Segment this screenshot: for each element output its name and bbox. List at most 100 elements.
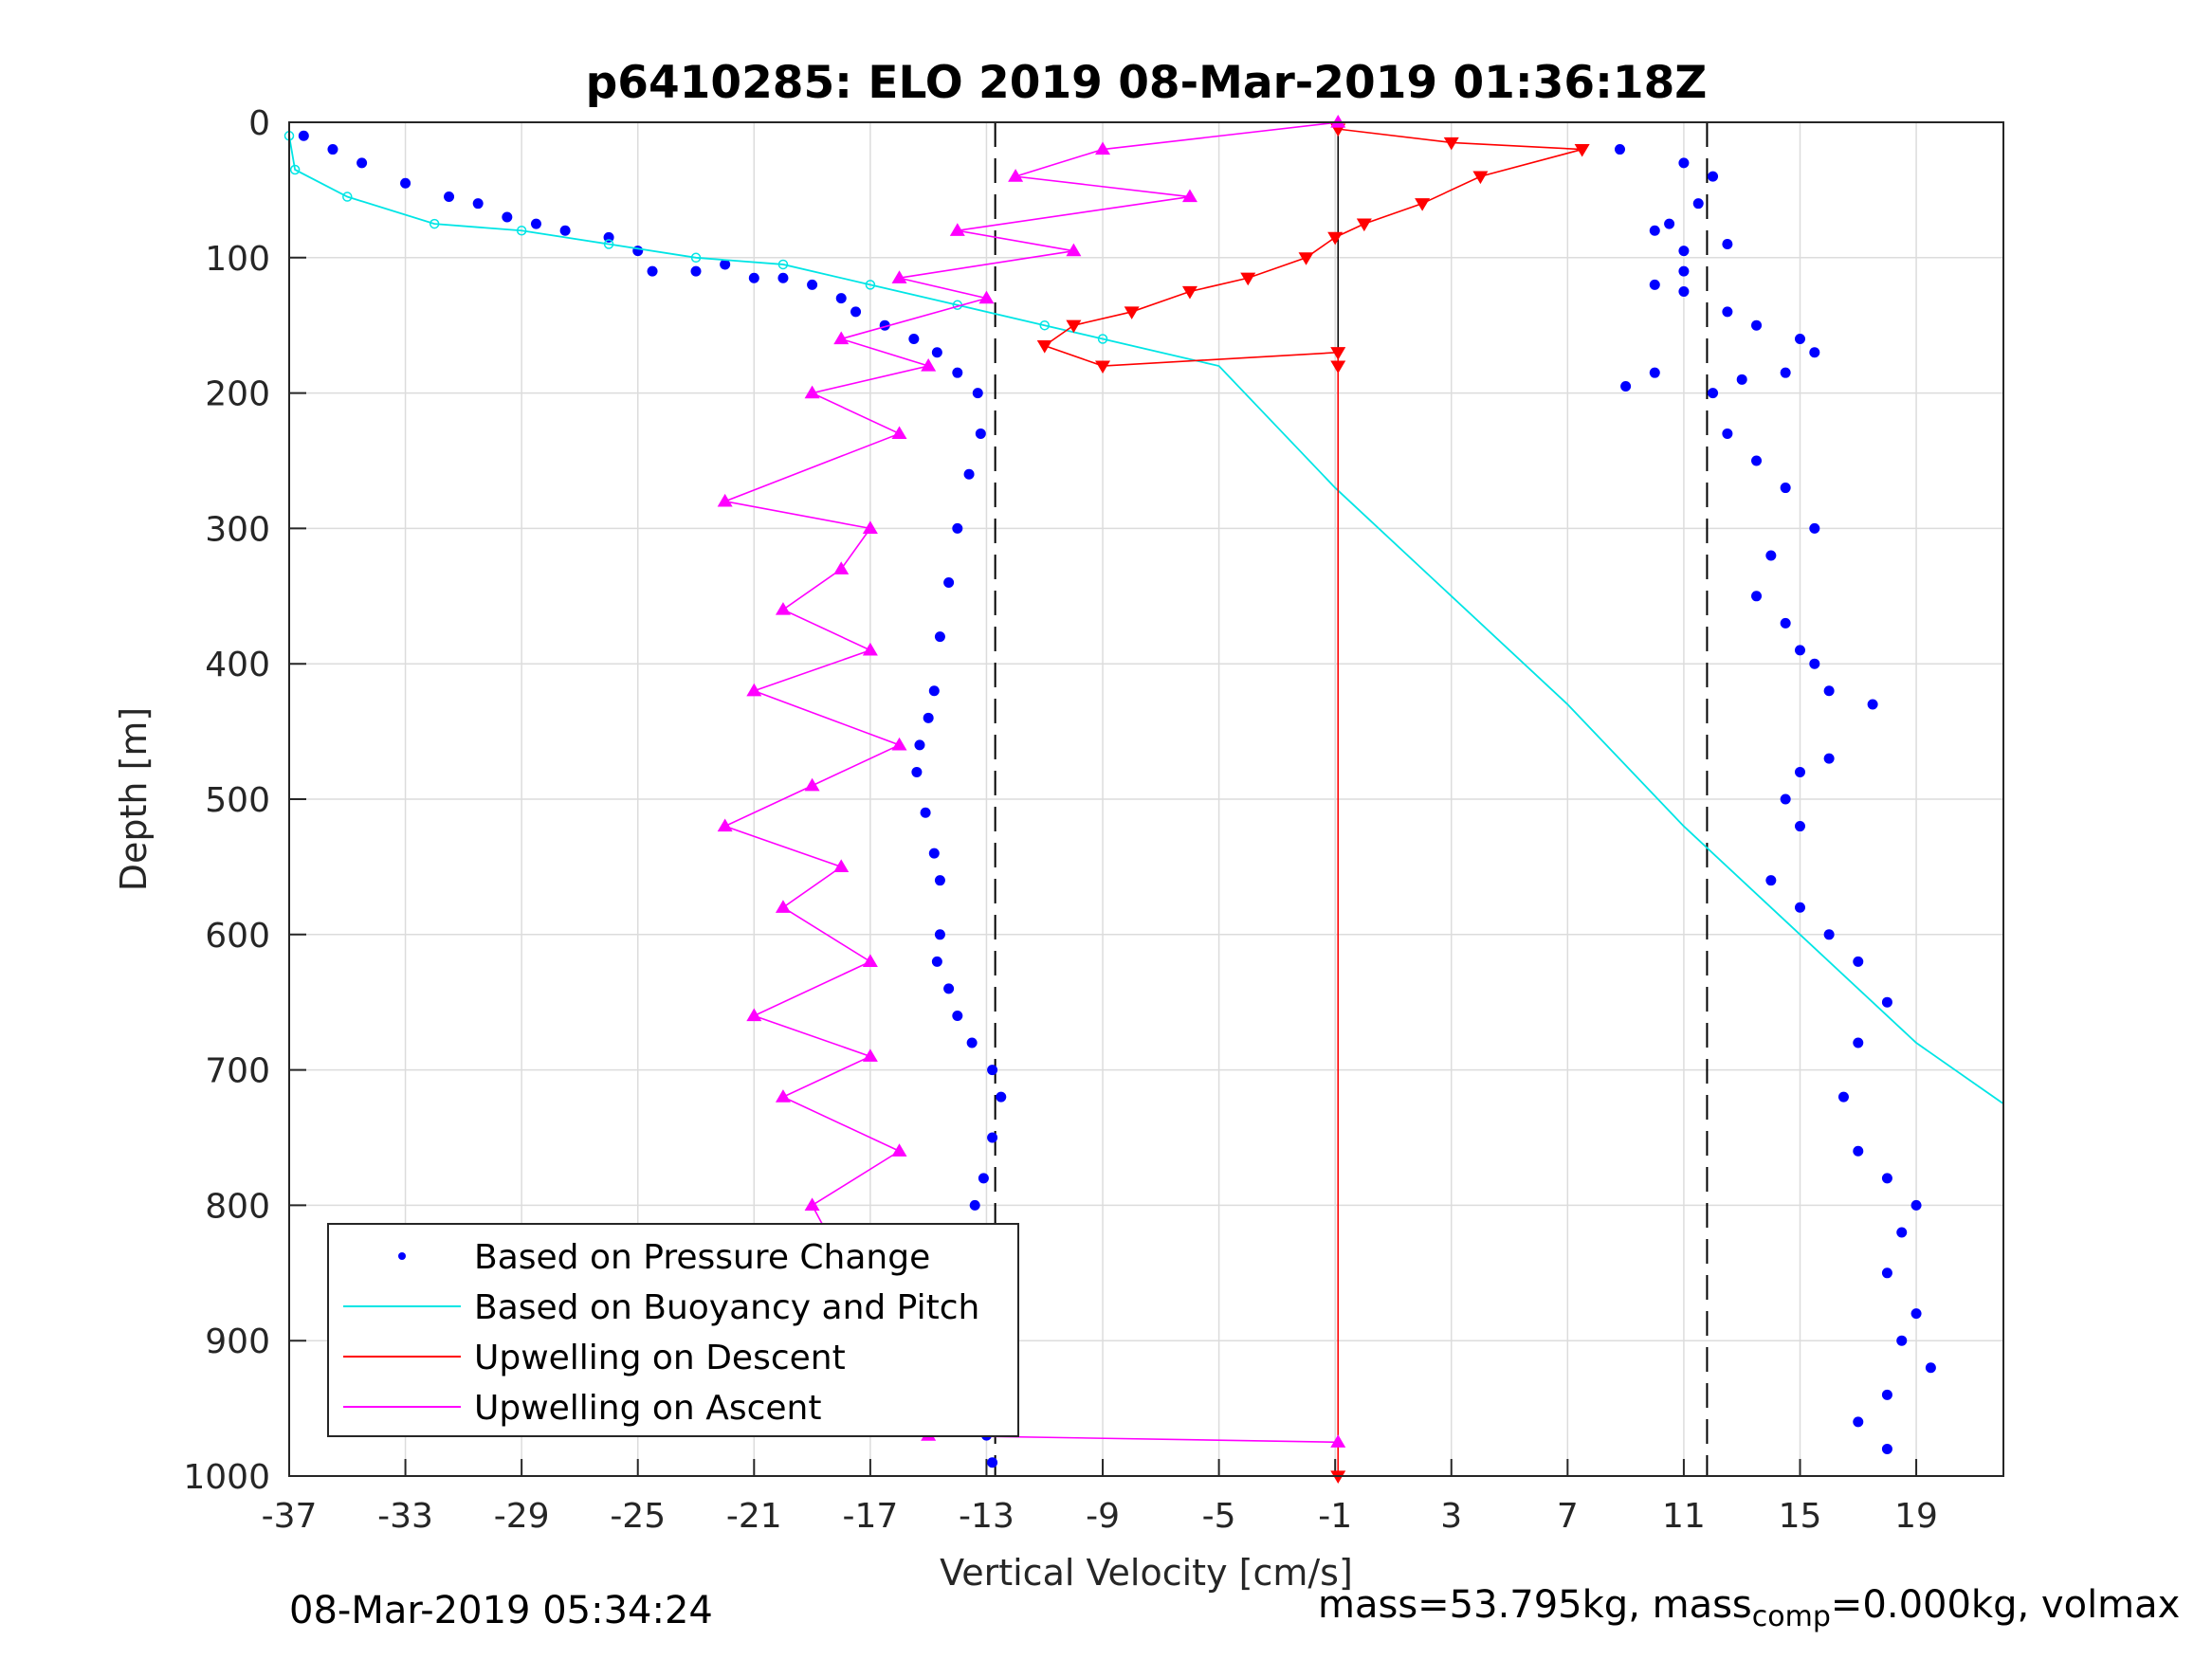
ascent-marker [862, 1048, 878, 1062]
pressure-point [1722, 239, 1733, 250]
pressure-point [559, 225, 571, 236]
pressure-point [943, 577, 955, 589]
pressure-point [1751, 455, 1763, 466]
y-axis-label: Depth [m] [113, 707, 155, 892]
pressure-point [978, 1173, 989, 1184]
pressure-point [934, 631, 945, 643]
buoyancy-point [1039, 319, 1050, 331]
footer-mass-sub: comp [1751, 1600, 1831, 1633]
pressure-point [975, 428, 986, 439]
pressure-point [1678, 265, 1690, 277]
pressure-point [472, 198, 484, 210]
pressure-point [911, 766, 923, 777]
descent-marker [1330, 360, 1346, 374]
pressure-point [1925, 1362, 1936, 1374]
pressure-point [987, 1065, 998, 1076]
pressure-point [1678, 246, 1690, 257]
ascent-marker [775, 602, 791, 615]
legend-label: Upwelling on Descent [474, 1339, 846, 1377]
pressure-point [1853, 1037, 1864, 1048]
pressure-point [530, 218, 541, 229]
x-tick-label: -25 [610, 1497, 666, 1536]
pressure-point [934, 929, 945, 940]
x-axis-label: Vertical Velocity [cm/s] [940, 1552, 1353, 1594]
pressure-point [690, 265, 702, 277]
pressure-point [1692, 198, 1704, 210]
pressure-point [1853, 956, 1864, 967]
ascent-marker [891, 426, 907, 440]
descent-marker [1181, 285, 1197, 300]
pressure-point [647, 265, 658, 277]
y-tick-label: 1000 [183, 1458, 270, 1497]
buoyancy-point [603, 239, 614, 249]
ascent-marker [1008, 169, 1024, 182]
pressure-point [931, 347, 942, 358]
pressure-point [1794, 766, 1805, 777]
ascent-marker [775, 900, 791, 913]
pressure-point [1881, 1443, 1892, 1454]
footer-mass-info: mass=53.795kg, masscomp=0.000kg, volmax [1318, 1583, 2180, 1633]
pressure-point [1649, 225, 1660, 236]
pressure-point [850, 306, 862, 318]
descent-marker [1574, 143, 1590, 157]
pressure-point [987, 1457, 998, 1468]
pressure-point [963, 468, 975, 480]
pressure-point [1910, 1308, 1922, 1320]
pressure-point [1649, 367, 1660, 378]
pressure-point [1794, 645, 1805, 656]
pressure-point [1765, 550, 1777, 561]
x-tick-label: 15 [1779, 1497, 1822, 1536]
ascent-marker [804, 385, 820, 399]
pressure-point [928, 848, 940, 859]
x-tick-label: -5 [1202, 1497, 1236, 1536]
x-tick-label: 7 [1557, 1497, 1579, 1536]
descent-marker [1327, 231, 1344, 246]
y-tick-label: 0 [248, 104, 270, 143]
x-tick-label: 19 [1894, 1497, 1938, 1536]
x-tick-label: 11 [1662, 1497, 1706, 1536]
ascent-marker [746, 683, 762, 697]
footer-mass-main: mass=53.795kg, mass [1318, 1583, 1752, 1627]
pressure-point [1823, 753, 1835, 764]
descent-marker [1330, 1470, 1346, 1484]
pressure-point [1649, 279, 1660, 290]
ascent-marker [862, 520, 878, 534]
y-tick-label: 400 [205, 646, 270, 684]
pressure-point [1809, 658, 1820, 669]
descent-marker [1356, 218, 1372, 232]
ascent-marker [717, 818, 733, 832]
ascent-marker [833, 859, 850, 872]
x-tick-label: -17 [842, 1497, 898, 1536]
pressure-point [908, 333, 920, 344]
ascent-marker [804, 777, 820, 792]
buoyancy-point [342, 191, 353, 202]
legend-label: Based on Pressure Change [474, 1238, 930, 1277]
plot-frame [288, 121, 2004, 1477]
pressure-point [1722, 306, 1733, 318]
ascent-marker [804, 1197, 820, 1211]
ascent-marker [1066, 243, 1082, 257]
pressure-point [298, 130, 309, 141]
pressure-point [1809, 522, 1820, 534]
pressure-point [920, 807, 931, 818]
pressure-point [720, 259, 731, 270]
buoyancy-point [429, 218, 440, 229]
pressure-point [987, 1132, 998, 1143]
pressure-point [1794, 821, 1805, 832]
pressure-point [1794, 902, 1805, 913]
pressure-point [1867, 699, 1878, 710]
chart-title: p6410285: ELO 2019 08-Mar-2019 01:36:18Z [586, 57, 1708, 109]
buoyancy-point [865, 280, 876, 290]
pressure-point [914, 739, 925, 751]
ascent-marker [891, 737, 907, 751]
pressure-point [1896, 1227, 1908, 1238]
ascent-marker [862, 954, 878, 967]
x-tick-label: -13 [959, 1497, 1015, 1536]
pressure-point [1780, 483, 1791, 494]
pressure-point [1736, 374, 1747, 385]
x-tick-label: -1 [1318, 1497, 1352, 1536]
pressure-point [835, 293, 847, 304]
pressure-point [444, 191, 455, 203]
pressure-point [943, 983, 955, 994]
